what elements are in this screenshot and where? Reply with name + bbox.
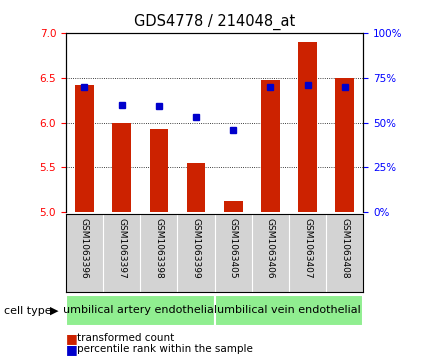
Text: percentile rank within the sample: percentile rank within the sample bbox=[77, 344, 253, 354]
Bar bbox=[298, 42, 317, 212]
Text: ■: ■ bbox=[66, 332, 78, 345]
Bar bbox=[215, 295, 363, 326]
Text: GSM1063398: GSM1063398 bbox=[154, 218, 163, 279]
Text: ■: ■ bbox=[66, 343, 78, 356]
Bar bbox=[224, 201, 243, 212]
Bar bbox=[261, 80, 280, 212]
Text: GSM1063397: GSM1063397 bbox=[117, 218, 126, 279]
Text: GSM1063396: GSM1063396 bbox=[80, 218, 89, 279]
Text: GSM1063406: GSM1063406 bbox=[266, 218, 275, 279]
Bar bbox=[150, 129, 168, 212]
Text: GSM1063405: GSM1063405 bbox=[229, 218, 238, 279]
Title: GDS4778 / 214048_at: GDS4778 / 214048_at bbox=[134, 14, 295, 30]
Bar bbox=[112, 123, 131, 212]
Text: umbilical artery endothelial: umbilical artery endothelial bbox=[63, 305, 217, 315]
Text: GSM1063408: GSM1063408 bbox=[340, 218, 349, 279]
Text: GSM1063399: GSM1063399 bbox=[192, 218, 201, 279]
Bar bbox=[187, 163, 205, 212]
Bar bbox=[66, 295, 215, 326]
Text: cell type: cell type bbox=[4, 306, 52, 316]
Text: umbilical vein endothelial: umbilical vein endothelial bbox=[217, 305, 361, 315]
Bar bbox=[335, 78, 354, 212]
Text: transformed count: transformed count bbox=[77, 333, 175, 343]
Text: GSM1063407: GSM1063407 bbox=[303, 218, 312, 279]
Text: ▶: ▶ bbox=[50, 306, 59, 316]
Bar bbox=[75, 85, 94, 212]
